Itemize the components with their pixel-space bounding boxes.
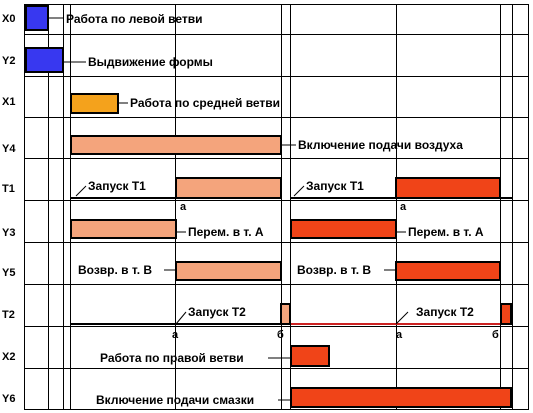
mark-a-t2-2: а: [396, 329, 403, 341]
note-y2: Выдвижение формы: [88, 55, 213, 69]
moment-markers: а а а б а б: [172, 201, 499, 341]
note-t2-start-1: Запуск T2: [188, 305, 246, 319]
t1-pulse-1: [175, 177, 282, 199]
note-y6: Включение подачи смазки: [96, 393, 254, 407]
note-t2-start-2: Запуск T2: [416, 305, 474, 319]
note-x0: Работа по левой ветви: [66, 12, 203, 26]
note-y4: Включение подачи воздуха: [298, 138, 463, 152]
row-label-t1: T1: [2, 183, 15, 195]
row-label-y2: Y2: [2, 55, 15, 67]
y2-pulse: [25, 47, 64, 73]
t2-pulse-2: [500, 303, 512, 325]
row-label-x0: X0: [2, 13, 15, 25]
x1-pulse: [70, 93, 119, 114]
grid: [24, 4, 529, 410]
note-y5-return-1: Возвр. в т. В: [78, 263, 152, 277]
x2-pulse: [290, 345, 330, 367]
y4-pulse: [70, 135, 282, 155]
annotations: Работа по левой ветви Выдвижение формы Р…: [66, 12, 484, 407]
y6-pulse: [290, 387, 512, 408]
note-y3-move-1: Перем. в т. А: [188, 225, 264, 239]
note-t1-start-2: Запуск T1: [306, 179, 364, 193]
y5-pulse-2: [395, 261, 501, 281]
mark-b-t2-2: б: [492, 329, 499, 341]
mark-b-t2-1: б: [277, 329, 284, 341]
row-label-y3: Y3: [2, 227, 15, 239]
mark-a-t2-1: а: [172, 329, 179, 341]
mark-a-t1-2: а: [400, 201, 407, 213]
row-label-y5: Y5: [2, 267, 15, 279]
row-label-y4: Y4: [2, 143, 16, 155]
y5-pulse-1: [175, 261, 282, 281]
pulses: [25, 5, 512, 408]
row-labels: X0 Y2 X1 Y4 T1 Y3 Y5 T2 X2 Y6: [2, 13, 16, 405]
baselines: [70, 197, 512, 325]
y3-pulse-1: [70, 219, 177, 239]
leaders: [48, 17, 409, 401]
note-x2: Работа по правой ветви: [100, 351, 244, 365]
row-label-t2: T2: [2, 309, 15, 321]
y3-pulse-2: [290, 219, 397, 239]
note-y5-return-2: Возвр. в т. В: [297, 263, 371, 277]
x0-pulse: [25, 5, 49, 31]
note-t1-start-1: Запуск T1: [88, 179, 146, 193]
row-label-x2: X2: [2, 351, 15, 363]
note-y3-move-2: Перем. в т. А: [408, 225, 484, 239]
t1-pulse-2: [395, 177, 501, 199]
mark-a-t1-1: а: [180, 201, 187, 213]
row-label-x1: X1: [2, 96, 15, 108]
t2-pulse-1: [280, 303, 291, 325]
note-x1: Работа по средней ветви: [130, 96, 280, 110]
row-label-y6: Y6: [2, 393, 15, 405]
